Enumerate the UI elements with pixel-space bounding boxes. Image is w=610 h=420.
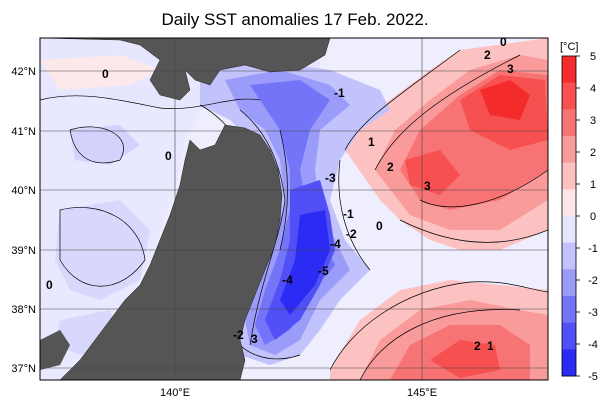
contour-label: 1 <box>368 135 375 149</box>
lat-label: 42°N <box>11 66 36 78</box>
contour-label: 0 <box>46 278 53 292</box>
colorbar-swatch <box>562 82 576 110</box>
colorbar: [°C] 5 4 3 2 1 0 -1 -2 -3 -4 -5 <box>560 41 598 383</box>
contour-label: 1 <box>487 339 494 353</box>
colorbar-swatch <box>562 269 576 297</box>
contour-label: 3 <box>507 62 514 76</box>
contour-labels: 0 0 0 0 0 -1 -1 1 1 2 2 2 3 3 3 -2 -2 -3… <box>46 35 514 353</box>
colorbar-swatch <box>562 216 576 244</box>
colorbar-swatch <box>562 136 576 164</box>
contour-label: -5 <box>318 264 329 278</box>
colorbar-swatch <box>562 242 576 270</box>
contour-label: 3 <box>251 332 258 346</box>
colorbar-tick-label: -5 <box>588 371 598 383</box>
colorbar-unit: [°C] <box>560 41 578 53</box>
lat-label: 41°N <box>11 126 36 138</box>
colorbar-tick-label: -2 <box>588 275 598 287</box>
colorbar-tick-label: 2 <box>590 147 596 159</box>
contour-label: -2 <box>233 328 244 342</box>
contour-label: 3 <box>424 179 431 193</box>
colorbar-swatch <box>562 322 576 350</box>
contour-label: 0 <box>376 219 383 233</box>
plot-frame <box>39 37 549 381</box>
contour-label: -1 <box>343 207 354 221</box>
contour-label: 0 <box>500 35 507 49</box>
contour-label: 2 <box>387 160 394 174</box>
contour-label: -4 <box>330 237 341 251</box>
contour-label: -4 <box>282 273 293 287</box>
contour-label: 0 <box>102 67 109 81</box>
colorbar-tick-label: 1 <box>590 179 596 191</box>
lat-label: 39°N <box>11 245 36 257</box>
colorbar-swatch <box>562 162 576 190</box>
colorbar-tick-label: 4 <box>590 83 596 95</box>
colorbar-swatch <box>562 109 576 137</box>
contour-label: -3 <box>325 171 336 185</box>
anomaly-field <box>40 38 548 380</box>
land-hokkaido <box>40 38 331 101</box>
colorbar-swatches <box>562 56 576 377</box>
land-sado-area <box>40 330 70 370</box>
lat-label: 38°N <box>11 304 36 316</box>
lat-label: 40°N <box>11 185 36 197</box>
colorbar-tick-label: 0 <box>590 211 596 223</box>
colorbar-tick-label: -4 <box>588 339 598 351</box>
colorbar-swatch <box>562 349 576 377</box>
latitude-labels: 42°N 41°N 40°N 39°N 38°N 37°N <box>11 66 36 375</box>
colorbar-tick-label: 5 <box>590 51 596 63</box>
map-title: Daily SST anomalies 17 Feb. 2022. <box>161 10 429 29</box>
contour-label: 0 <box>165 149 172 163</box>
colorbar-swatch <box>562 56 576 84</box>
colorbar-tick-label: 3 <box>590 115 596 127</box>
contour-label: -1 <box>334 86 345 100</box>
colorbar-tick-label: -1 <box>588 243 598 255</box>
lon-label: 145°E <box>407 387 437 399</box>
land-honshu <box>59 124 283 380</box>
contour-label: 2 <box>484 48 491 62</box>
contour-label: 2 <box>474 339 481 353</box>
graticule <box>40 38 548 380</box>
colorbar-tick-label: -3 <box>588 307 598 319</box>
lon-label: 140°E <box>160 387 190 399</box>
colorbar-swatch <box>562 296 576 324</box>
colorbar-ticks: 5 4 3 2 1 0 -1 -2 -3 -4 -5 <box>576 51 598 383</box>
colorbar-swatch <box>562 189 576 217</box>
contour-label: -2 <box>346 227 357 241</box>
lat-label: 37°N <box>11 363 36 375</box>
